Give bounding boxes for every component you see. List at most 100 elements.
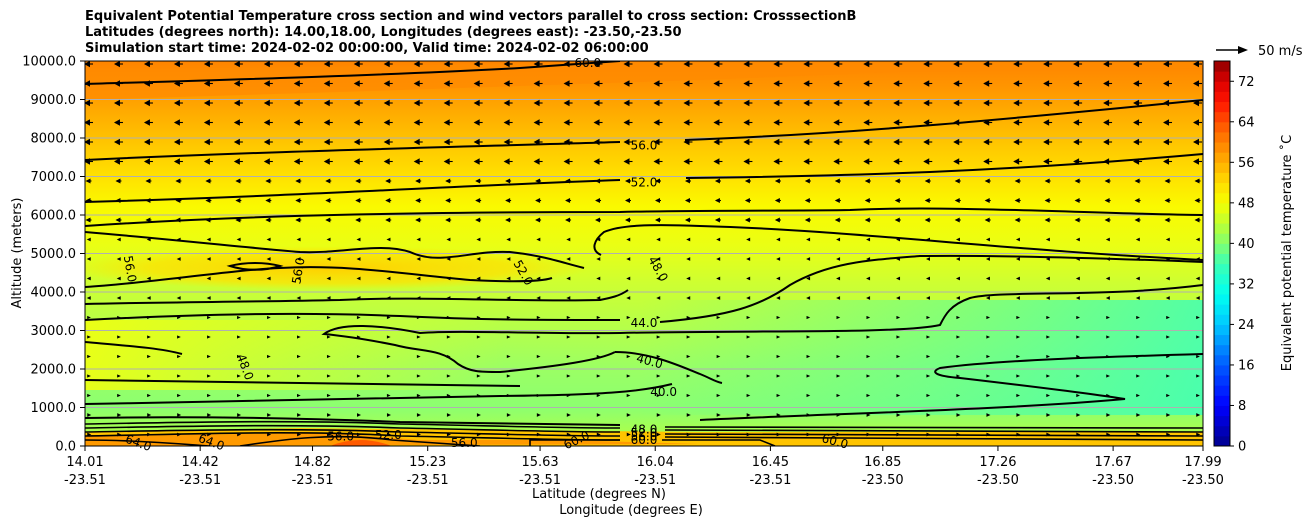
wind-vector-head — [923, 119, 930, 126]
wind-vector-head — [1046, 413, 1051, 417]
wind-vector-head — [863, 138, 870, 146]
wind-vector-head — [924, 217, 930, 223]
wind-vector-head — [626, 296, 631, 300]
colorbar-segment — [1214, 111, 1230, 123]
colorbar-segment — [1214, 121, 1230, 133]
wind-vector-head — [863, 80, 870, 87]
wind-vector-head — [956, 413, 961, 417]
wind-vector-head — [866, 354, 871, 359]
wind-vector-head — [1044, 178, 1050, 184]
wind-vector-head — [355, 198, 361, 203]
wind-vector-head — [1015, 296, 1020, 300]
wind-vector-head — [147, 413, 152, 417]
wind-vector-head — [593, 158, 600, 165]
wind-vector-head — [925, 276, 930, 281]
wind-vector-head — [443, 158, 450, 165]
chart-title-line-1: Equivalent Potential Temperature cross s… — [85, 9, 857, 24]
quiver-key-label: 50 m/s — [1258, 44, 1303, 59]
colorbar — [1213, 60, 1231, 447]
x-tick-label-lat: 14.82 — [294, 455, 331, 470]
wind-vector-head — [1046, 393, 1051, 398]
wind-vector-head — [386, 393, 391, 398]
wind-vector-head — [836, 296, 841, 300]
wind-vector-head — [267, 393, 271, 398]
wind-vector-head — [416, 413, 421, 417]
contour-label: 52.0 — [631, 426, 658, 440]
wind-vector-head — [806, 393, 811, 398]
wind-vector-head — [986, 393, 991, 398]
wind-vector-head — [295, 198, 301, 203]
wind-vector-head — [1195, 296, 1200, 300]
wind-vector-head — [926, 354, 931, 359]
wind-vector-head — [416, 393, 421, 398]
wind-vector-head — [1016, 393, 1021, 398]
wind-vector-head — [1073, 138, 1080, 146]
wind-vector-head — [923, 80, 930, 87]
colorbar-segment — [1214, 71, 1230, 82]
wind-vector-head — [386, 335, 391, 339]
wind-vector-head — [533, 61, 540, 68]
colorbar-segment — [1214, 395, 1230, 406]
wind-vector-head — [744, 198, 750, 203]
x-tick-label-lat: 15.23 — [409, 455, 446, 470]
wind-vector-head — [86, 257, 91, 261]
wind-vector-head — [896, 296, 901, 300]
wind-vector-head — [863, 61, 870, 68]
colorbar-tick-label: 8 — [1238, 399, 1246, 414]
colorbar-tick-label: 40 — [1238, 237, 1255, 252]
wind-vector-head — [416, 276, 421, 281]
colorbar-segment — [1214, 405, 1230, 417]
wind-vector-head — [1196, 393, 1200, 398]
wind-vector-head — [596, 257, 601, 261]
wind-vector-head — [445, 178, 451, 184]
wind-vector-head — [173, 99, 180, 107]
wind-vector-head — [956, 354, 961, 359]
wind-vector-head — [806, 315, 811, 320]
wind-vector-head — [113, 119, 120, 126]
wind-vector-head — [953, 158, 960, 165]
wind-vector-head — [506, 413, 511, 417]
wind-vector-head — [1133, 119, 1140, 126]
wind-vector-head — [1076, 413, 1081, 417]
wind-vector-head — [774, 178, 780, 184]
wind-vector-head — [356, 393, 361, 398]
wind-vector-head — [893, 158, 900, 165]
wind-vector-head — [625, 217, 631, 223]
wind-vector-head — [566, 237, 571, 242]
wind-vector-head — [986, 315, 991, 320]
wind-vector-head — [623, 138, 630, 146]
wind-vector-head — [683, 158, 690, 165]
wind-vector-head — [293, 158, 300, 165]
wind-vector-head — [626, 335, 631, 339]
contour-label: 56.0 — [327, 429, 354, 443]
wind-vector-head — [85, 119, 90, 126]
contour-label: 56.0 — [289, 256, 307, 285]
wind-vector-head — [416, 335, 421, 339]
colorbar-segment — [1214, 375, 1230, 386]
wind-vector-head — [656, 432, 661, 437]
wind-vector-head — [536, 296, 541, 300]
wind-vector-head — [203, 138, 210, 146]
wind-vector-head — [1135, 296, 1140, 300]
wind-vector-head — [353, 80, 360, 87]
wind-vector-head — [146, 257, 151, 261]
wind-vector-head — [1043, 158, 1050, 165]
colorbar-segment — [1214, 61, 1230, 72]
wind-vector-head — [1165, 237, 1170, 242]
wind-vector-head — [684, 217, 690, 223]
wind-vector-head — [237, 315, 241, 320]
colorbar-tick-label: 32 — [1238, 277, 1255, 292]
wind-vector-head — [296, 393, 301, 398]
wind-vector-head — [353, 138, 360, 146]
wind-vector-head — [1015, 237, 1020, 242]
wind-vector-head — [866, 237, 871, 242]
contour-label: 56.0 — [631, 139, 658, 153]
wind-vector-head — [146, 296, 151, 300]
wind-vector-head — [145, 178, 151, 184]
contour-label: 56.0 — [121, 255, 139, 284]
wind-vector-head — [985, 276, 990, 281]
wind-vector-head — [1103, 99, 1110, 107]
wind-vector-head — [235, 178, 241, 184]
wind-vector-head — [1194, 217, 1200, 223]
wind-vector-head — [147, 393, 151, 398]
